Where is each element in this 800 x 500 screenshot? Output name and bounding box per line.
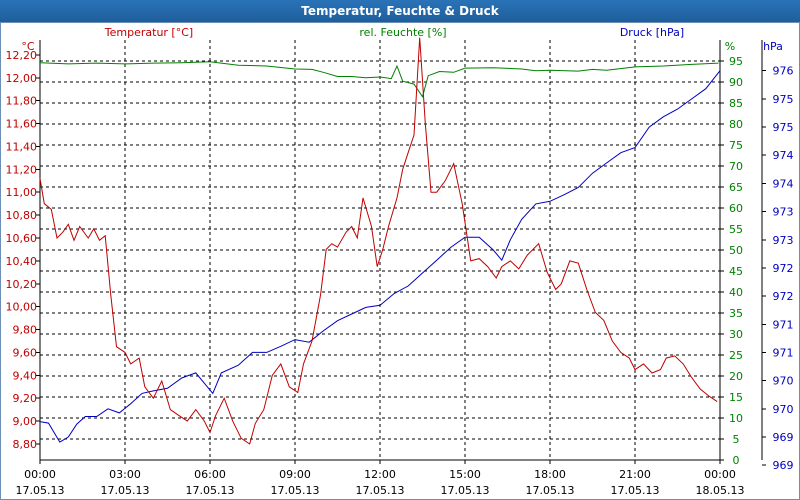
x-tick-label-date: 17.05.13: [441, 484, 490, 497]
humidity-tick-label: 90: [729, 76, 743, 89]
pressure-tick-label: 971: [773, 346, 794, 359]
temperature-tick-label: 10,80: [6, 209, 38, 222]
temperature-tick-label: 9,60: [13, 346, 38, 359]
axes: [36, 40, 766, 466]
humidity-tick-label: 45: [729, 265, 743, 278]
pressure-tick-label: 973: [773, 234, 794, 247]
pressure-tick-label: 973: [773, 206, 794, 219]
humidity-tick-label: 85: [729, 97, 743, 110]
temperature-tick-label: 11,20: [6, 163, 38, 176]
pressure-tick-label: 972: [773, 290, 794, 303]
pressure-line: [39, 70, 721, 443]
humidity-tick-label: 55: [729, 223, 743, 236]
grid: [40, 40, 720, 460]
temperature-tick-label: 11,40: [6, 140, 38, 153]
humidity-tick-label: 60: [729, 202, 743, 215]
humidity-tick-label: 40: [729, 286, 743, 299]
x-tick-label-date: 17.05.13: [356, 484, 405, 497]
humidity-tick-label: 10: [729, 412, 743, 425]
x-tick-label-date: 17.05.13: [526, 484, 575, 497]
x-tick-label-date: 18.05.13: [696, 484, 745, 497]
humidity-tick-label: 50: [729, 244, 743, 257]
humidity-tick-label: 15: [729, 391, 743, 404]
pressure-tick-label: 969: [773, 459, 794, 472]
temperature-tick-label: 12,00: [6, 72, 38, 85]
humidity-tick-label: 5: [733, 433, 740, 446]
x-tick-label-date: 17.05.13: [186, 484, 235, 497]
humidity-tick-label: 0: [733, 454, 740, 467]
temperature-tick-label: 9,20: [13, 392, 38, 405]
x-tick-label-date: 17.05.13: [611, 484, 660, 497]
temperature-tick-label: 11,60: [6, 118, 38, 131]
x-tick-label-time: 00:00: [24, 468, 56, 481]
temperature-line: [39, 37, 718, 445]
temperature-tick-label: 12,20: [6, 49, 38, 62]
pressure-tick-label: 975: [773, 93, 794, 106]
temperature-tick-label: 10,20: [6, 278, 38, 291]
pressure-tick-label: 974: [773, 177, 794, 190]
temperature-tick-label: 10,00: [6, 301, 38, 314]
humidity-tick-label: 20: [729, 370, 743, 383]
pressure-tick-label: 969: [773, 431, 794, 444]
humidity-unit-label: %: [725, 40, 735, 53]
x-tick-label-date: 17.05.13: [101, 484, 150, 497]
pressure-tick-label: 970: [773, 403, 794, 416]
x-tick-label-time: 15:00: [449, 468, 481, 481]
humidity-tick-label: 80: [729, 118, 743, 131]
temperature-tick-label: 10,60: [6, 232, 38, 245]
pressure-tick-label: 971: [773, 318, 794, 331]
series: [39, 37, 721, 445]
x-tick-label-time: 21:00: [619, 468, 651, 481]
humidity-tick-label: 35: [729, 307, 743, 320]
humidity-tick-label: 30: [729, 328, 743, 341]
line-chart: °C Temperatur [°C] rel. Feuchte [%] Druc…: [6, 26, 794, 497]
humidity-line: [39, 61, 719, 98]
humidity-tick-label: 95: [729, 55, 743, 68]
pressure-unit-label: hPa: [763, 40, 783, 53]
pressure-tick-label: 970: [773, 375, 794, 388]
humidity-tick-label: 25: [729, 349, 743, 362]
pressure-tick-label: 976: [773, 65, 794, 78]
legend-temperature: Temperatur [°C]: [104, 26, 193, 39]
x-tick-label-time: 12:00: [364, 468, 396, 481]
pressure-tick-label: 972: [773, 262, 794, 275]
x-tick-label-time: 09:00: [279, 468, 311, 481]
legend-pressure: Druck [hPa]: [620, 26, 684, 39]
x-tick-label-time: 06:00: [194, 468, 226, 481]
humidity-tick-label: 70: [729, 160, 743, 173]
humidity-tick-label: 65: [729, 181, 743, 194]
x-tick-label-date: 17.05.13: [16, 484, 65, 497]
x-tick-label-time: 00:00: [704, 468, 736, 481]
temperature-tick-label: 9,80: [13, 324, 38, 337]
x-tick-label-time: 03:00: [109, 468, 141, 481]
pressure-tick-label: 975: [773, 121, 794, 134]
pressure-tick-label: 974: [773, 149, 794, 162]
temperature-tick-label: 8,80: [13, 438, 38, 451]
x-tick-label-date: 17.05.13: [271, 484, 320, 497]
temperature-tick-label: 9,40: [13, 369, 38, 382]
window-title: Temperatur, Feuchte & Druck: [0, 0, 800, 22]
x-tick-label-time: 18:00: [534, 468, 566, 481]
temperature-tick-label: 11,80: [6, 95, 38, 108]
temperature-tick-label: 11,00: [6, 186, 38, 199]
legend-humidity: rel. Feuchte [%]: [359, 26, 446, 39]
labels: °C Temperatur [°C] rel. Feuchte [%] Druc…: [6, 26, 794, 497]
humidity-tick-label: 75: [729, 139, 743, 152]
temperature-unit-label: °C: [21, 40, 35, 53]
temperature-tick-label: 10,40: [6, 255, 38, 268]
temperature-tick-label: 9,00: [13, 415, 38, 428]
